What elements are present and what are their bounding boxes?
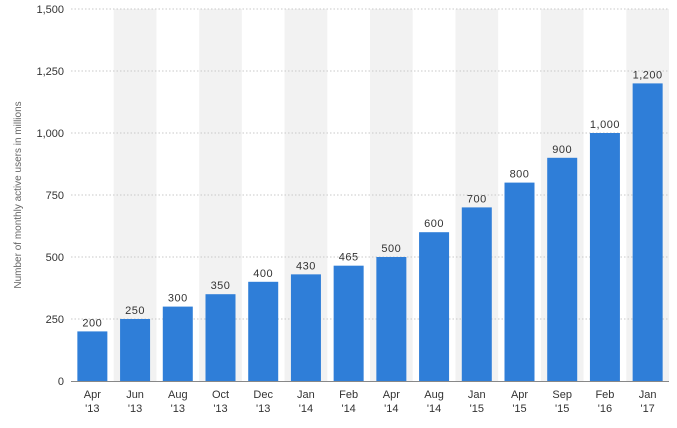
data-label: 350 (211, 280, 231, 292)
data-label: 900 (552, 144, 572, 156)
data-label: 1,000 (590, 119, 620, 131)
x-tick-label-month: Jun (126, 389, 144, 401)
bars (77, 83, 663, 382)
bar (632, 83, 663, 382)
x-tick-label-month: Jan (639, 389, 657, 401)
data-label: 200 (82, 317, 102, 329)
data-label: 250 (125, 305, 145, 317)
x-tick-label-year: '13 (85, 403, 99, 415)
x-tick-label-month: Jan (297, 389, 315, 401)
x-tick-label-year: '13 (213, 403, 227, 415)
x-tick-label-year: '17 (640, 403, 654, 415)
x-tick-label-month: Oct (212, 389, 229, 401)
data-label: 465 (339, 252, 359, 264)
y-tick-label: 500 (46, 252, 64, 264)
data-label: 430 (296, 260, 316, 272)
x-tick-label-month: Sep (552, 389, 572, 401)
data-label: 800 (510, 169, 530, 181)
x-tick-label-year: '13 (128, 403, 142, 415)
bar (461, 207, 492, 381)
x-tick-label-year: '14 (299, 403, 313, 415)
x-tick-label-month: Apr (84, 389, 101, 401)
data-label: 600 (424, 218, 444, 230)
x-tick-label-year: '15 (555, 403, 569, 415)
bar (120, 319, 151, 381)
y-axis-label: Number of monthly active users in millio… (13, 101, 24, 288)
bar (504, 182, 535, 381)
y-tick-label: 1,250 (36, 66, 64, 78)
data-label: 700 (467, 193, 487, 205)
x-tick-label-year: '15 (512, 403, 526, 415)
data-label: 300 (168, 293, 188, 305)
x-tick-label-year: '13 (256, 403, 270, 415)
x-tick-label-month: Aug (424, 389, 444, 401)
bar (248, 281, 279, 381)
bar (162, 306, 193, 381)
x-tick-label-month: Dec (253, 389, 273, 401)
x-axis-ticks: Apr '13 Jun '13 Aug '13 Oct '13 Dec '13 Jan '14 Feb '… (84, 389, 657, 415)
x-tick-label-year: '14 (384, 403, 398, 415)
bar (589, 133, 620, 381)
y-tick-label: 0 (58, 376, 64, 388)
x-tick-label-month: Aug (168, 389, 188, 401)
data-label: 500 (381, 243, 401, 255)
data-label: 1,200 (633, 69, 663, 81)
data-labels: 200 250 300 350 400 430 465 500 600 700 800 900 1,00… (82, 69, 662, 329)
bar (547, 157, 578, 381)
x-tick-label-year: '16 (598, 403, 612, 415)
bar (333, 265, 364, 381)
bar (77, 331, 108, 381)
bar (205, 294, 236, 381)
x-tick-label-month: Feb (339, 389, 358, 401)
y-tick-label: 250 (46, 314, 64, 326)
y-tick-label: 1,000 (36, 128, 64, 140)
x-tick-label-month: Jan (468, 389, 486, 401)
data-label: 400 (253, 268, 273, 280)
bar (290, 274, 321, 381)
bar (419, 232, 450, 381)
x-tick-label-month: Feb (595, 389, 614, 401)
y-axis-ticks: 0 250 500 750 1,000 1,250 1,500 (36, 4, 64, 388)
bar (376, 257, 407, 381)
x-tick-label-month: Apr (383, 389, 400, 401)
x-tick-label-month: Apr (511, 389, 528, 401)
y-tick-label: 1,500 (36, 4, 64, 16)
y-tick-label: 750 (46, 190, 64, 202)
x-tick-label-year: '15 (470, 403, 484, 415)
x-tick-label-year: '13 (171, 403, 185, 415)
x-tick-label-year: '14 (341, 403, 355, 415)
x-tick-label-year: '14 (427, 403, 441, 415)
